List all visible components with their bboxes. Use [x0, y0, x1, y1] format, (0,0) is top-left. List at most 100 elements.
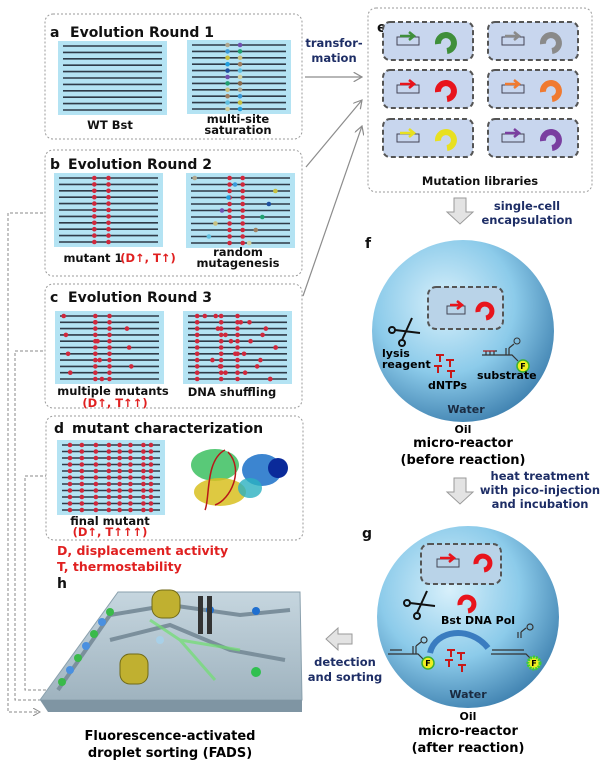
mutation-dot	[106, 175, 111, 181]
mutation-dot	[240, 240, 245, 246]
electrodes	[198, 596, 212, 634]
mutation-dot	[237, 61, 243, 67]
mutation-dot	[227, 208, 232, 213]
mutation-dot	[93, 455, 99, 461]
mutation-dot	[95, 338, 100, 344]
mutation-dot	[148, 462, 154, 467]
mutation-dot	[141, 494, 146, 500]
panel-a: a Evolution Round 1 WT Bst multi-site sa…	[44, 13, 303, 140]
mutation-dot	[128, 501, 133, 506]
mutation-dot	[227, 188, 232, 194]
mutation-dot	[67, 507, 73, 513]
mutation-dot	[148, 501, 154, 506]
mutagenesis-label: mutagenesis	[196, 256, 279, 270]
panel-letter-h: h	[57, 576, 67, 592]
mutation-dot	[237, 81, 243, 86]
mutation-dot	[79, 468, 85, 474]
mutation-dot	[248, 338, 253, 344]
mutation-dot	[218, 326, 224, 331]
mutation-dot	[106, 201, 111, 206]
mutation-dot	[242, 370, 248, 376]
mutation-dot	[235, 357, 240, 363]
panel-b-title: Evolution Round 2	[68, 157, 212, 173]
mutation-dot	[106, 214, 111, 219]
mutation-dot	[67, 468, 73, 474]
mutation-dot	[117, 507, 122, 513]
mutation-dot	[107, 351, 112, 357]
down-arrow-heat	[445, 477, 475, 505]
mutation-dot	[218, 338, 224, 344]
mutation-dot	[128, 488, 133, 493]
final-mutant-tag: (D↑, T↑↑↑)	[73, 525, 148, 539]
mutation-dot	[93, 320, 98, 325]
mutation-library-cells	[382, 21, 579, 158]
mutation-dot	[93, 501, 99, 506]
mutation-dot	[67, 462, 73, 467]
mutation-dot	[79, 442, 85, 448]
panel-c: c Evolution Round 3 multiple mutants (D↑…	[44, 283, 303, 410]
mutation-dot	[93, 332, 98, 338]
mutation-dot	[79, 488, 85, 493]
polymerase-icon	[539, 80, 562, 102]
legend-displacement: D, displacement activity	[57, 543, 228, 558]
mutation-dot	[128, 442, 133, 448]
mutation-dot	[148, 488, 154, 493]
gene-arrow-icon	[400, 31, 417, 41]
mutation-dot	[225, 106, 230, 112]
library-cell	[487, 69, 579, 109]
mutation-dot	[237, 42, 243, 48]
mutation-dot	[240, 221, 245, 226]
polymerase-icon	[434, 80, 457, 102]
mutation-dot	[141, 501, 146, 506]
mutation-dot	[67, 481, 73, 487]
mutation-dot	[128, 494, 133, 500]
panel-letter-b: b	[50, 157, 60, 173]
mutation-dot	[141, 475, 146, 480]
mutation-dot	[117, 468, 122, 474]
mutation-dot	[117, 488, 122, 493]
mutation-dot	[67, 455, 73, 461]
mutation-dot	[107, 376, 112, 382]
before-reaction-label: (before reaction)	[401, 453, 526, 468]
scissors-icon-g	[403, 590, 436, 620]
polymerase-icon	[475, 301, 495, 321]
mutation-dot	[93, 345, 98, 350]
mutation-dot	[141, 488, 146, 493]
sequence-lines	[188, 313, 287, 382]
mutation-dot	[240, 188, 245, 194]
mutation-dot	[106, 468, 112, 474]
mutation-dot	[141, 442, 146, 448]
mutation-dot	[126, 345, 132, 350]
mutation-dot	[93, 357, 98, 363]
fluorophore-emitting	[526, 655, 542, 671]
mutation-dot	[106, 462, 112, 467]
mutant1-tag: (D↑, T↑)	[120, 251, 176, 265]
mutation-dot	[226, 195, 231, 200]
mutation-dot	[237, 106, 243, 112]
panel-d-title: mutant characterization	[72, 421, 263, 437]
mutation-dot	[124, 326, 130, 331]
mutation-dot	[79, 494, 85, 500]
panel-g: g Bst DNA Pol F F Water Oil micro-reacto…	[362, 526, 559, 756]
mutation-dot	[225, 68, 230, 73]
mutation-dot	[194, 326, 200, 331]
mutation-dot	[106, 488, 112, 493]
mutation-dot	[93, 475, 99, 480]
mutation-dot	[217, 364, 223, 369]
mutation-dot	[93, 326, 98, 331]
oil-label-g: Oil	[460, 710, 477, 723]
mutation-dot	[79, 507, 85, 513]
mutation-dot	[106, 507, 112, 513]
mutation-dot	[107, 345, 112, 350]
library-cell	[382, 118, 474, 158]
mutation-dot	[227, 214, 232, 220]
multiple-mutants-label: multiple mutants	[57, 384, 169, 398]
mutation-dot	[106, 442, 112, 448]
polymerase-icon	[434, 129, 457, 151]
mutation-dot	[79, 449, 85, 454]
fluorophore-quenched	[421, 656, 435, 670]
water-label-g: Water	[449, 688, 487, 701]
mutation-dot	[107, 320, 112, 325]
mutation-dot	[238, 320, 244, 325]
mutation-dot	[117, 481, 122, 487]
